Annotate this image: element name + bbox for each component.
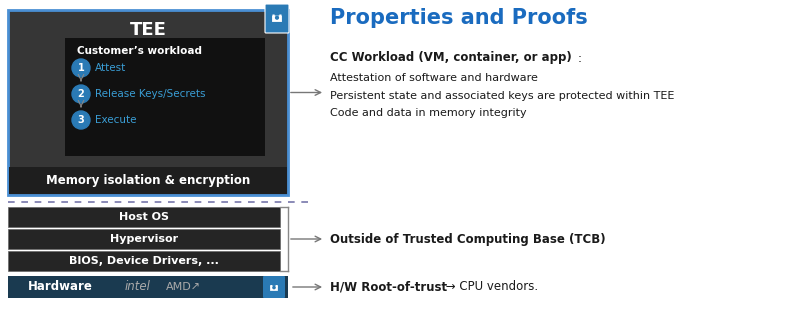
Text: 2: 2	[78, 89, 84, 99]
Text: Outside of Trusted Computing Base (TCB): Outside of Trusted Computing Base (TCB)	[330, 233, 606, 245]
Text: AMD↗: AMD↗	[166, 282, 200, 292]
Circle shape	[276, 16, 279, 19]
Text: Release Keys/Secrets: Release Keys/Secrets	[95, 89, 205, 99]
Text: BIOS, Device Drivers, ...: BIOS, Device Drivers, ...	[69, 256, 219, 266]
Text: Hardware: Hardware	[27, 281, 92, 293]
FancyBboxPatch shape	[9, 167, 287, 194]
FancyBboxPatch shape	[265, 4, 289, 33]
Circle shape	[72, 85, 90, 103]
Text: Execute: Execute	[95, 115, 137, 125]
Text: intel: intel	[125, 281, 151, 293]
Text: Code and data in memory integrity: Code and data in memory integrity	[330, 108, 527, 118]
Text: Properties and Proofs: Properties and Proofs	[330, 8, 587, 28]
Circle shape	[72, 59, 90, 77]
Text: Attest: Attest	[95, 63, 126, 73]
Text: TEE: TEE	[129, 21, 166, 39]
Circle shape	[273, 286, 275, 289]
Text: Persistent state and associated keys are protected within TEE: Persistent state and associated keys are…	[330, 91, 675, 101]
FancyBboxPatch shape	[272, 16, 282, 22]
FancyBboxPatch shape	[8, 207, 280, 227]
FancyBboxPatch shape	[8, 251, 280, 271]
Text: :: :	[578, 52, 582, 65]
Text: Customer’s workload: Customer’s workload	[77, 46, 202, 56]
Text: Memory isolation & encryption: Memory isolation & encryption	[46, 174, 250, 187]
FancyBboxPatch shape	[8, 229, 280, 249]
Text: 3: 3	[78, 115, 84, 125]
FancyBboxPatch shape	[65, 38, 265, 156]
FancyBboxPatch shape	[8, 10, 288, 195]
Circle shape	[72, 111, 90, 129]
Text: → CPU vendors.: → CPU vendors.	[442, 281, 538, 293]
Text: H/W Root-of-trust: H/W Root-of-trust	[330, 281, 447, 293]
Text: Hypervisor: Hypervisor	[110, 234, 178, 244]
Text: Host OS: Host OS	[119, 212, 169, 222]
FancyBboxPatch shape	[263, 276, 285, 298]
FancyBboxPatch shape	[8, 276, 288, 298]
Text: CC Workload (VM, container, or app): CC Workload (VM, container, or app)	[330, 52, 572, 65]
Text: 1: 1	[78, 63, 84, 73]
Text: Attestation of software and hardware: Attestation of software and hardware	[330, 73, 538, 83]
FancyBboxPatch shape	[270, 286, 278, 291]
